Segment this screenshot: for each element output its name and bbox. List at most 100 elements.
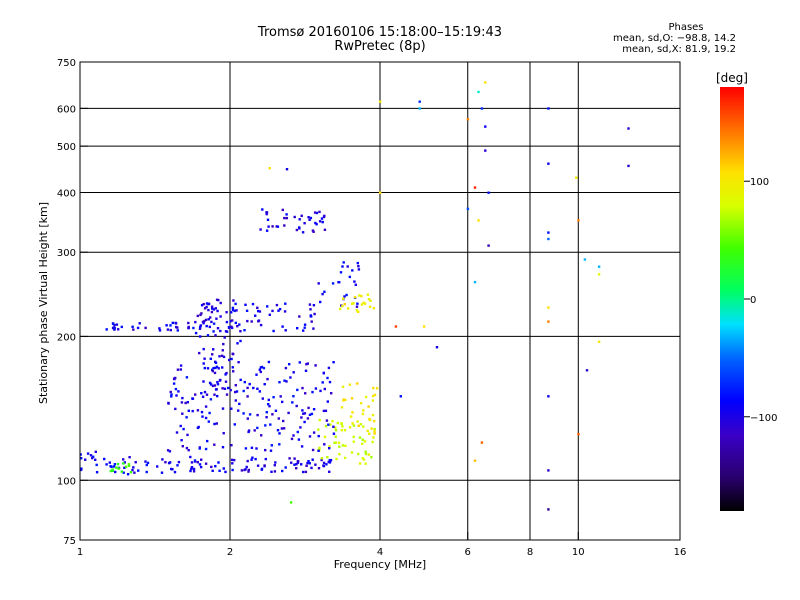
- cluster-point: [296, 461, 300, 464]
- cluster-point: [361, 438, 364, 441]
- cluster-point: [375, 387, 379, 390]
- cluster-point: [112, 322, 115, 326]
- cluster-point: [203, 366, 206, 370]
- cluster-point: [238, 323, 241, 326]
- axes: 1 2 4 6 8 10 16 75 100 200 300 400 500 600 750: [57, 58, 686, 558]
- cluster-point: [185, 376, 189, 379]
- cluster-point: [105, 463, 108, 466]
- scatter-point: [597, 265, 601, 268]
- cluster-point: [230, 325, 233, 328]
- cluster-point: [231, 468, 234, 472]
- cluster-point: [302, 412, 305, 415]
- cluster-point: [243, 380, 246, 384]
- cluster-point: [275, 303, 279, 307]
- cluster-point: [215, 317, 218, 320]
- cluster-point: [357, 424, 360, 427]
- cluster-point: [205, 393, 209, 396]
- cluster-point: [232, 370, 235, 373]
- cluster-point: [371, 399, 375, 402]
- cluster-point: [317, 449, 320, 452]
- cluster-point: [306, 417, 310, 420]
- scatter-point: [547, 395, 550, 398]
- cluster-point: [298, 361, 301, 364]
- phase-colorbar: [deg] 100 0 −100: [716, 71, 777, 511]
- cluster-point: [222, 467, 225, 470]
- cluster-point: [115, 323, 119, 326]
- cluster-point: [214, 366, 217, 370]
- scatter-point: [379, 191, 382, 194]
- cluster-point: [156, 465, 159, 468]
- cluster-point: [276, 429, 280, 432]
- cluster-point: [218, 469, 221, 472]
- cluster-point: [262, 366, 266, 370]
- cluster-point: [254, 314, 257, 317]
- scatter-point: [418, 100, 421, 103]
- cluster-point: [314, 364, 317, 367]
- cluster-point: [235, 309, 238, 312]
- cluster-point: [176, 464, 179, 467]
- cluster-point: [234, 302, 237, 306]
- cluster-point: [356, 382, 359, 385]
- scatter-point: [547, 107, 550, 110]
- cluster-point: [321, 220, 324, 224]
- cluster-point: [284, 329, 287, 332]
- cluster-point: [179, 364, 183, 367]
- cluster-point: [205, 324, 208, 328]
- cluster-point: [231, 308, 235, 311]
- chart-title: Tromsø 20160106 15:18:00–15:19:43: [257, 25, 503, 40]
- cluster-point: [357, 268, 361, 271]
- cluster-point: [319, 389, 322, 393]
- cluster-point: [272, 396, 275, 399]
- scatter-point: [547, 508, 550, 511]
- cluster-point: [208, 381, 212, 385]
- cluster-point: [317, 428, 320, 431]
- cluster-point: [122, 462, 125, 465]
- cluster-point: [196, 461, 199, 464]
- cluster-point: [221, 446, 225, 449]
- cluster-point: [224, 330, 228, 333]
- cluster-point: [204, 405, 208, 408]
- cluster-point: [330, 392, 333, 395]
- cluster-point: [217, 461, 220, 464]
- cluster-point: [222, 342, 225, 346]
- cluster-point: [317, 282, 320, 285]
- cluster-point: [308, 462, 311, 465]
- cluster-point: [158, 329, 162, 332]
- cluster-point: [246, 417, 249, 420]
- cluster-point: [360, 294, 363, 298]
- cluster-point: [338, 281, 341, 284]
- cluster-point: [250, 458, 253, 461]
- x-tick-label: 4: [377, 547, 383, 558]
- cluster-point: [202, 347, 205, 351]
- cluster-point: [256, 413, 259, 417]
- cluster-point: [343, 429, 347, 432]
- cluster-point: [270, 444, 273, 447]
- cluster-point: [344, 444, 347, 447]
- cluster-point: [187, 321, 190, 325]
- cluster-point: [114, 470, 117, 474]
- cluster-point: [223, 336, 226, 339]
- scatter-point: [547, 231, 550, 234]
- cluster-point: [333, 441, 336, 444]
- cluster-point: [244, 468, 247, 471]
- cluster-point: [217, 367, 220, 370]
- cluster-point: [211, 369, 214, 373]
- cluster-point: [328, 445, 331, 448]
- cluster-point: [278, 443, 281, 446]
- cluster-point: [332, 361, 335, 364]
- cluster-point: [312, 431, 316, 434]
- cluster-point: [373, 419, 376, 423]
- cluster-point: [138, 322, 141, 325]
- cluster-point: [327, 460, 330, 464]
- scatter-point: [473, 280, 477, 284]
- cluster-point: [229, 320, 232, 323]
- cluster-point: [186, 433, 189, 437]
- cluster-point: [95, 471, 99, 474]
- cluster-point: [210, 465, 213, 469]
- scatter-point: [484, 149, 487, 152]
- cluster-point: [264, 424, 267, 427]
- cluster-point: [351, 302, 354, 305]
- cluster-point: [255, 447, 258, 450]
- cluster-point: [187, 449, 190, 452]
- cluster-point: [265, 411, 268, 414]
